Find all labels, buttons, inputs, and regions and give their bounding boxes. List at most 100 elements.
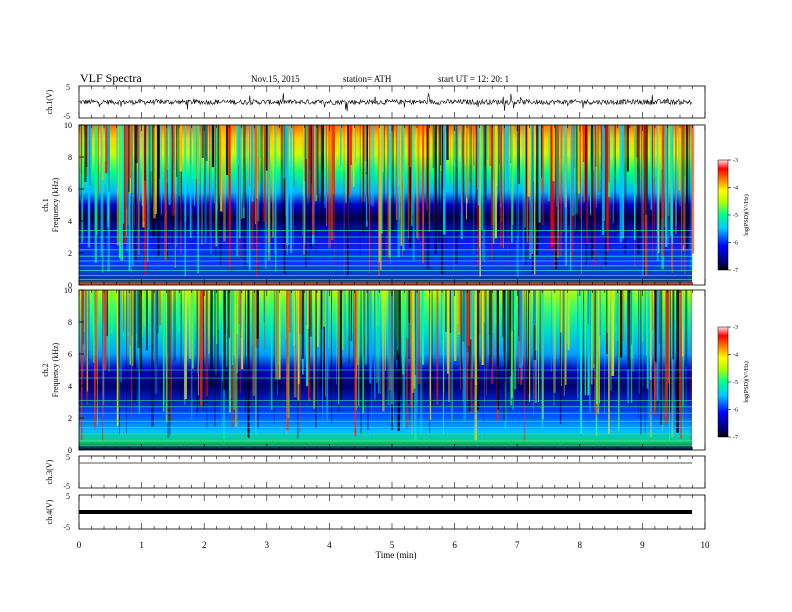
spectrogram-streak [448,290,450,402]
spectrogram-streak [151,290,154,427]
spectrogram-streak [108,290,110,372]
spectrogram-streak [525,290,527,406]
spectrogram-streak [542,125,544,162]
spectrogram-streak [644,290,646,326]
spectrogram-streak [507,125,510,190]
spectrogram-streak [469,125,471,165]
spectrogram-streak [131,290,133,419]
spectrogram-streak [180,125,182,255]
spectrogram-streak [681,125,683,272]
spectrogram-streak [286,290,289,431]
spectrogram-streak [197,290,199,396]
spectrogram-streak [388,290,390,353]
spectrogram-streak [470,290,472,340]
spectrogram-streak [689,125,691,218]
spectrogram-streak [595,290,598,404]
spectrogram-streak [410,125,413,227]
spectrogram-streak [346,290,350,329]
ytick-label: 6 [68,185,72,194]
spectrogram-streak [550,125,554,248]
spectrogram-streak [309,125,312,251]
spectrogram-streak [675,125,677,234]
spectrogram-streak [126,125,129,209]
spectrogram-streak [682,290,684,436]
spectrogram-streak [443,125,446,235]
ch2-spec-ylabel-freq: Frequency (kHz) [51,342,60,397]
ch1-ytick-bottom: -5 [63,112,70,121]
spectrogram-streak [126,290,127,434]
spectrogram-streak [317,125,319,207]
spectrogram-streak [146,290,148,351]
spectrogram-streak [347,125,349,276]
spectrogram-streak [164,125,166,166]
spectrogram-streak [290,125,293,253]
spectrogram-streak [561,290,562,386]
spectrogram-streak [131,290,134,366]
spectrogram-streak [308,290,311,402]
spectrogram-streak [272,125,274,238]
spectrogram-streak [372,125,374,207]
spectrogram-streak [413,290,416,389]
spectrogram-streak [255,290,258,348]
spectrogram-streak [184,125,186,277]
spectrogram-streak [485,290,488,396]
colorbar-tick-label: -7 [733,268,738,274]
spectrogram-streak [400,125,402,246]
spectrogram-streak [505,290,507,326]
spectrogram-streak [403,290,405,422]
xtick-label: 2 [202,540,207,550]
spectrogram-streak [591,290,593,371]
spectrogram-streak [682,290,684,357]
ch3-ylabel: ch.3(V) [45,459,54,484]
figure-title: VLF Spectra [80,71,142,85]
spectrogram-streak [161,125,162,215]
spectrogram-streak [612,125,614,223]
spectrogram-streak [248,125,251,270]
spectrogram-streak [631,290,632,345]
spectrogram-streak [619,125,622,243]
spectrogram-streak [489,125,492,166]
spectrogram-streak [192,290,194,369]
spectrogram-streak [217,125,219,239]
spectrogram-streak [574,125,576,229]
spectrogram-streak [627,290,630,370]
spectrogram-streak [229,125,231,271]
x-axis-label: Time (min) [376,550,417,560]
spectrogram-streak [571,125,575,216]
spectrogram-streak [563,125,566,232]
spectrogram-streak [563,290,565,396]
spectrogram-streak [355,125,357,162]
spectrogram-streak [449,290,452,333]
spectrogram-streak [270,290,273,410]
spectrogram-streak [245,290,246,413]
spectrogram-streak [215,290,218,344]
spectrogram-streak [368,125,370,274]
colorbar-tick-label: -6 [733,241,738,247]
spectrogram-streak [135,125,138,164]
ytick-label: 0 [68,446,72,455]
spectrogram-streak [618,290,620,431]
spectrogram-streak [637,125,640,255]
spectrogram-streak [669,290,671,414]
spectrogram-streak [264,125,266,223]
ytick-label: 4 [68,217,72,226]
spectrogram-streak [446,125,449,160]
spectrogram-streak [303,125,305,196]
spectrogram-streak [490,290,494,385]
spectrogram-streak [429,290,431,433]
spectrogram-streak [446,290,449,374]
xtick-label: 4 [327,540,332,550]
spectrogram-streak [397,125,400,258]
spectrogram-streak [500,125,502,248]
spectrogram-streak [235,290,238,422]
spectrogram-streak [274,125,276,254]
spectrogram-streak [143,290,146,327]
spectrogram-streak [82,290,84,364]
spectrogram-streak [205,125,208,161]
spectrogram-streak [191,290,193,420]
ytick-label: 0 [68,281,72,290]
spectrogram-streak [332,125,335,195]
spectrogram-streak [378,290,380,394]
spectrogram-streak [165,290,168,422]
